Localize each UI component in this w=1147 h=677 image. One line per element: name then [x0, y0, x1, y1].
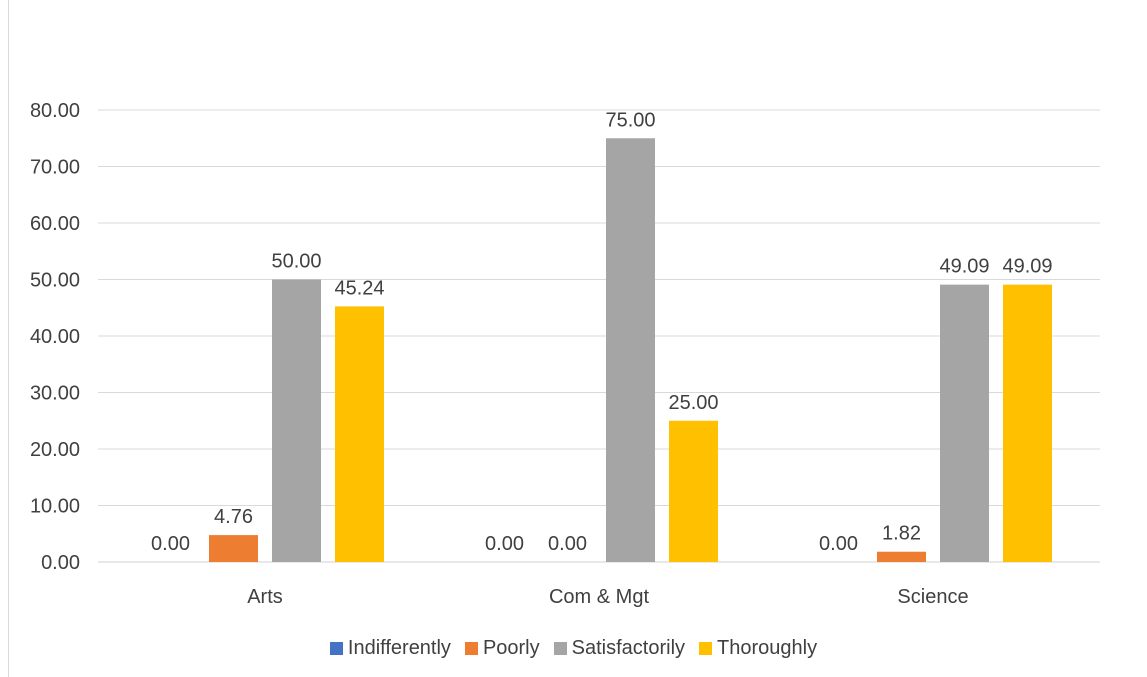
- legend-item-poorly: Poorly: [465, 637, 540, 660]
- y-tick-label: 50.00: [30, 270, 80, 292]
- bar-thoroughly: [335, 306, 384, 562]
- legend-item-thoroughly: Thoroughly: [699, 637, 817, 660]
- x-category-label: Arts: [247, 586, 283, 608]
- data-label: 45.24: [334, 277, 384, 299]
- legend-label: Poorly: [483, 637, 540, 660]
- x-category-label: Science: [897, 586, 968, 608]
- bar-thoroughly: [1003, 285, 1052, 562]
- bar-satisfactorily: [606, 138, 655, 562]
- x-category-label: Com & Mgt: [549, 586, 649, 608]
- data-label: 49.09: [939, 256, 989, 278]
- y-tick-label: 30.00: [30, 383, 80, 405]
- y-tick-label: 10.00: [30, 496, 80, 518]
- legend-swatch: [465, 642, 478, 655]
- data-label: 49.09: [1002, 256, 1052, 278]
- legend-label: Satisfactorily: [572, 637, 685, 660]
- data-label: 0.00: [151, 533, 190, 555]
- legend-item-satisfactorily: Satisfactorily: [554, 637, 685, 660]
- legend-label: Indifferently: [348, 637, 451, 660]
- y-tick-label: 40.00: [30, 326, 80, 348]
- data-label: 0.00: [819, 533, 858, 555]
- y-axis-ticks: 0.00 10.00 20.00 30.00 40.00 50.00 60.00 70.00 8…: [30, 100, 80, 574]
- data-label: 1.82: [882, 523, 921, 545]
- legend-swatch: [699, 642, 712, 655]
- data-label: 25.00: [668, 392, 718, 414]
- y-tick-label: 70.00: [30, 157, 80, 179]
- y-tick-label: 60.00: [30, 213, 80, 235]
- bar-thoroughly: [669, 421, 718, 562]
- legend-label: Thoroughly: [717, 637, 817, 660]
- data-label: 4.76: [214, 506, 253, 528]
- bars: [209, 138, 1052, 562]
- bar-chart: 0.00 10.00 20.00 30.00 40.00 50.00 60.00 70.00 8…: [0, 0, 1147, 630]
- legend: Indifferently Poorly Satisfactorily Thoroug…: [0, 634, 1147, 662]
- data-label: 0.00: [548, 533, 587, 555]
- y-tick-label: 20.00: [30, 439, 80, 461]
- legend-swatch: [330, 642, 343, 655]
- y-tick-label: 0.00: [41, 552, 80, 574]
- bar-poorly: [209, 535, 258, 562]
- bar-poorly: [877, 552, 926, 562]
- x-axis-categories: Arts Com & Mgt Science: [247, 586, 968, 608]
- legend-swatch: [554, 642, 567, 655]
- bar-satisfactorily: [940, 285, 989, 562]
- data-label: 0.00: [485, 533, 524, 555]
- data-label: 50.00: [271, 251, 321, 273]
- bar-satisfactorily: [272, 280, 321, 563]
- data-label: 75.00: [605, 109, 655, 131]
- legend-item-indifferently: Indifferently: [330, 637, 451, 660]
- y-tick-label: 80.00: [30, 100, 80, 122]
